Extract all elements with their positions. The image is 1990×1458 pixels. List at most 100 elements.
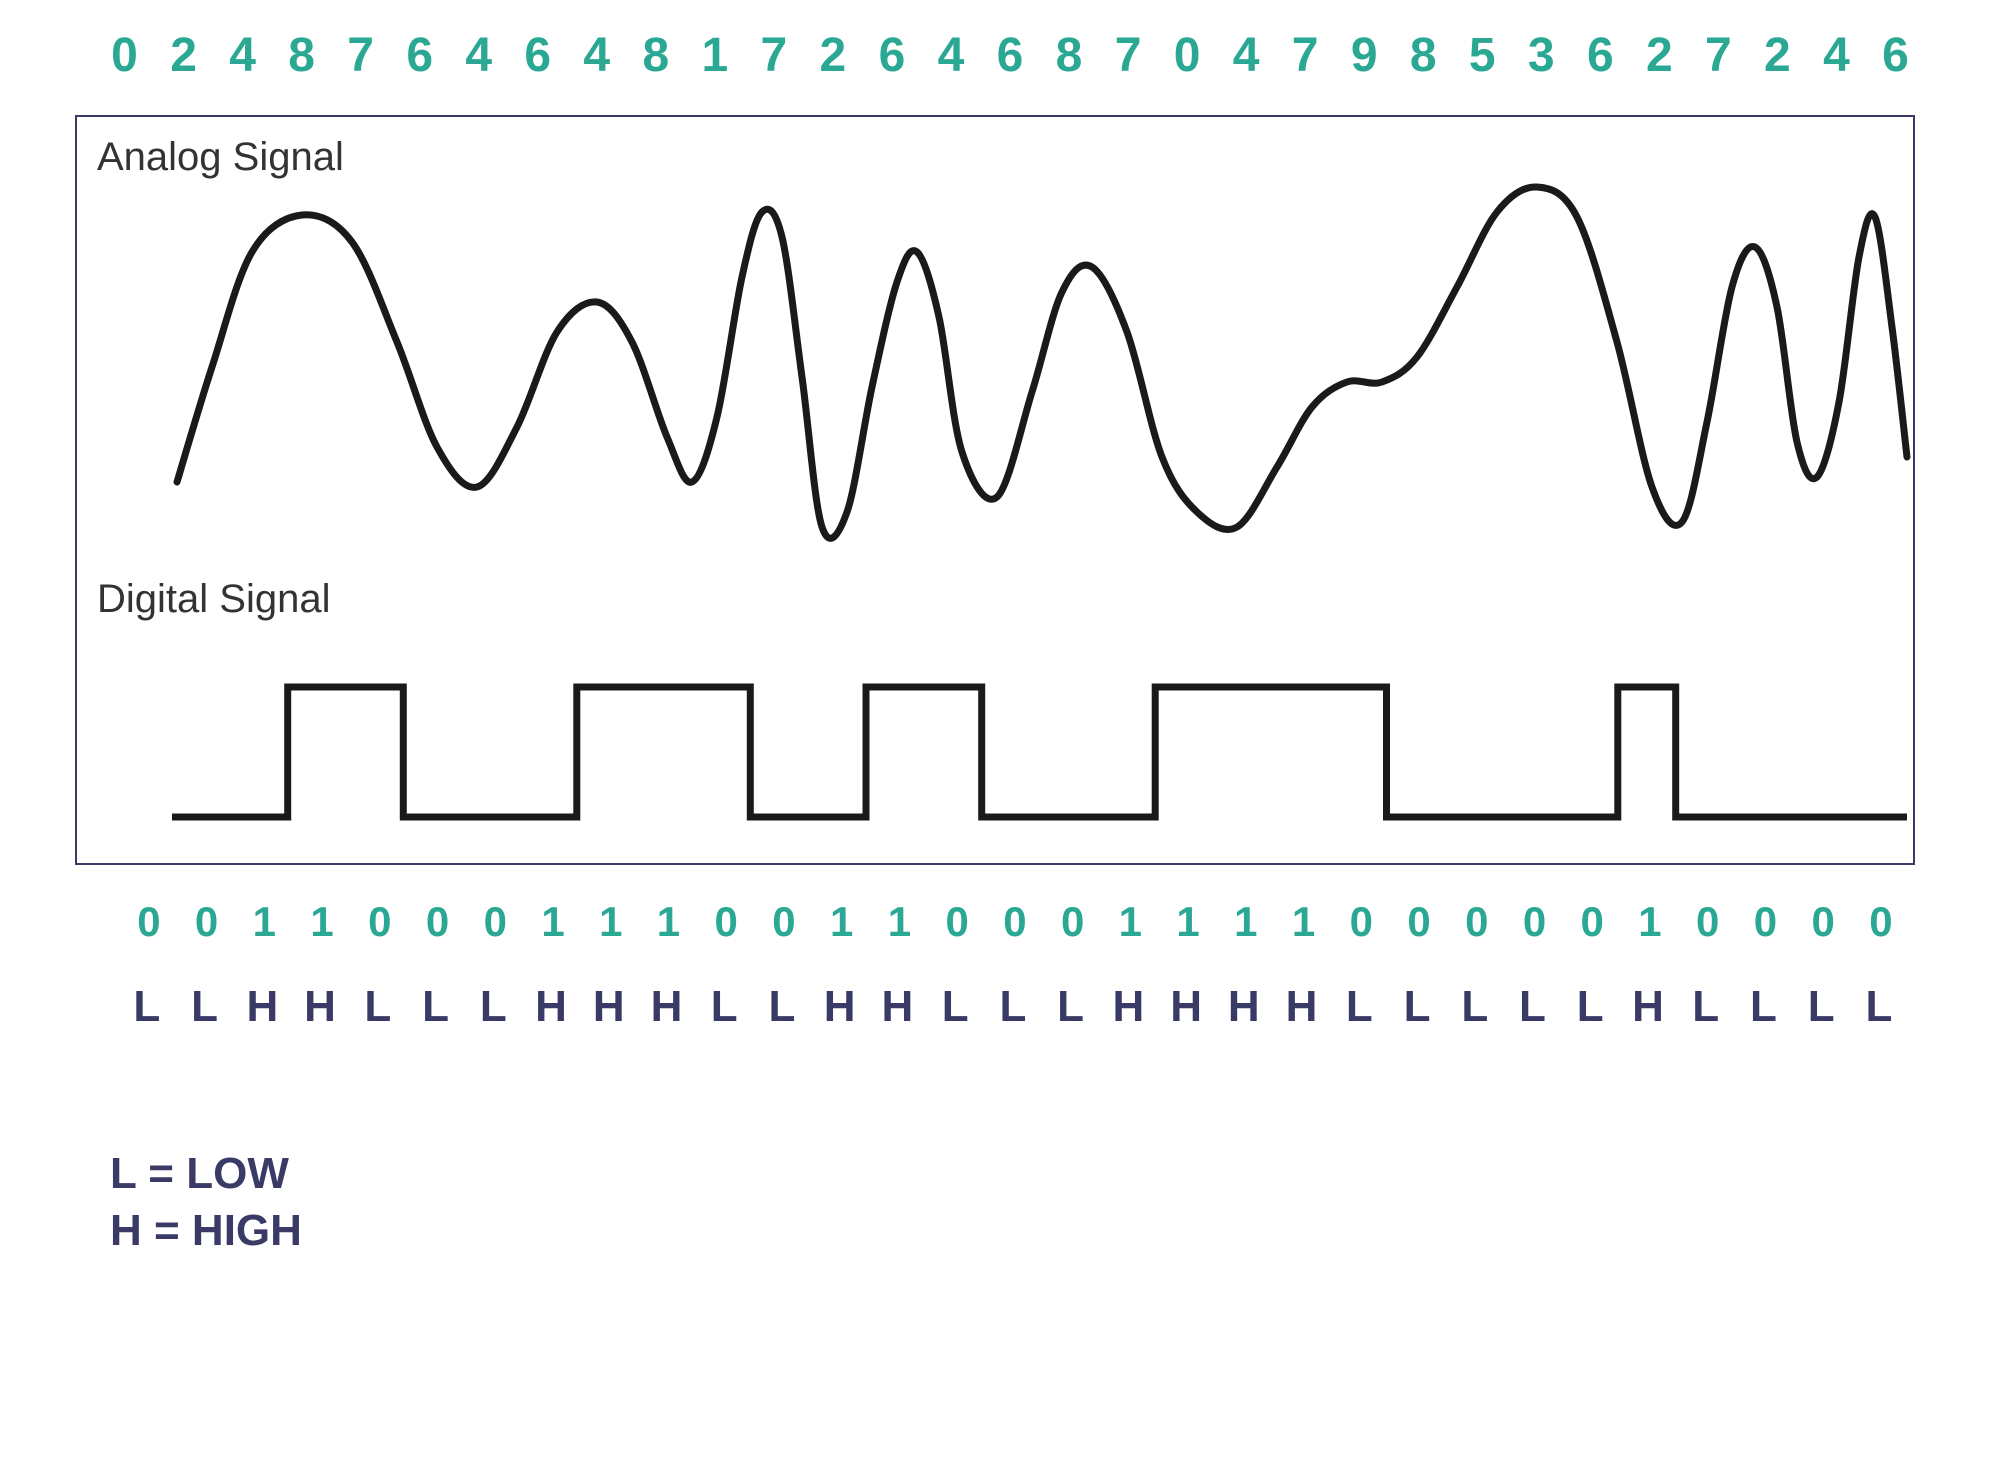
binary-digit: 1 [1101,898,1159,946]
lh-symbol: H [638,982,696,1032]
lh-symbol: L [1561,982,1619,1032]
lh-symbol: H [233,982,291,1032]
binary-digit: 0 [697,898,755,946]
lh-symbol: L [926,982,984,1032]
binary-digit: 0 [351,898,409,946]
top-number: 2 [1748,28,1807,83]
lh-symbol: L [1792,982,1850,1032]
top-number: 5 [1453,28,1512,83]
lh-symbol: L [1850,982,1908,1032]
lh-symbol: L [695,982,753,1032]
binary-digit: 0 [1044,898,1102,946]
binary-digit: 0 [1852,898,1910,946]
lh-symbol: L [1446,982,1504,1032]
binary-digit: 0 [928,898,986,946]
lh-symbol: H [1157,982,1215,1032]
binary-digit: 1 [235,898,293,946]
low-high-row: LLHHLLLHHHLLHHLLLHHHHLLLLLHLLLL [118,982,1908,1032]
lh-symbol: L [1677,982,1735,1032]
lh-symbol: H [580,982,638,1032]
lh-symbol: L [407,982,465,1032]
top-number: 1 [685,28,744,83]
binary-row: 0011000111001100011110000010000 [120,898,1910,946]
analog-waveform [177,187,1907,538]
binary-digit: 0 [178,898,236,946]
binary-digit: 1 [640,898,698,946]
binary-digit: 1 [293,898,351,946]
lh-symbol: H [1099,982,1157,1032]
binary-digit: 0 [1448,898,1506,946]
lh-symbol: H [1619,982,1677,1032]
binary-digit: 1 [1621,898,1679,946]
binary-digit: 0 [120,898,178,946]
binary-digit: 0 [1679,898,1737,946]
signal-panel: Analog Signal Digital Signal [75,115,1915,865]
lh-symbol: L [1735,982,1793,1032]
top-number: 2 [154,28,213,83]
lh-symbol: H [522,982,580,1032]
lh-symbol: H [869,982,927,1032]
binary-digit: 0 [409,898,467,946]
lh-symbol: L [118,982,176,1032]
lh-symbol: H [291,982,349,1032]
binary-digit: 1 [871,898,929,946]
binary-digit: 0 [1390,898,1448,946]
binary-digit: 0 [986,898,1044,946]
top-number: 4 [213,28,272,83]
binary-digit: 1 [1275,898,1333,946]
top-number: 7 [1276,28,1335,83]
lh-symbol: H [1273,982,1331,1032]
binary-digit: 1 [582,898,640,946]
legend-high: H = HIGH [110,1202,302,1259]
top-number: 2 [1630,28,1689,83]
lh-symbol: L [349,982,407,1032]
legend-low: L = LOW [110,1145,302,1202]
top-number: 7 [1099,28,1158,83]
lh-symbol: L [176,982,234,1032]
lh-symbol: H [811,982,869,1032]
top-number: 4 [1217,28,1276,83]
diagram-canvas: 0248764648172646870479853627246 Analog S… [0,0,1990,1458]
signal-plot [77,117,1913,863]
legend: L = LOW H = HIGH [110,1145,302,1259]
top-number: 0 [95,28,154,83]
lh-symbol: L [1388,982,1446,1032]
binary-digit: 0 [1506,898,1564,946]
top-number: 8 [1040,28,1099,83]
lh-symbol: L [1330,982,1388,1032]
top-number: 4 [449,28,508,83]
binary-digit: 0 [1737,898,1795,946]
top-number: 9 [1335,28,1394,83]
lh-symbol: L [1042,982,1100,1032]
top-number: 3 [1512,28,1571,83]
lh-symbol: H [1215,982,1273,1032]
lh-symbol: L [753,982,811,1032]
binary-digit: 0 [755,898,813,946]
top-number: 4 [921,28,980,83]
lh-symbol: L [1504,982,1562,1032]
top-number: 0 [1158,28,1217,83]
top-number: 7 [1689,28,1748,83]
top-number: 4 [1807,28,1866,83]
top-number: 6 [980,28,1039,83]
top-number-row: 0248764648172646870479853627246 [95,28,1925,83]
binary-digit: 0 [1794,898,1852,946]
top-number: 7 [331,28,390,83]
lh-symbol: L [984,982,1042,1032]
binary-digit: 0 [1563,898,1621,946]
binary-digit: 0 [466,898,524,946]
top-number: 7 [744,28,803,83]
binary-digit: 1 [524,898,582,946]
binary-digit: 0 [1332,898,1390,946]
top-number: 2 [803,28,862,83]
binary-digit: 1 [1217,898,1275,946]
top-number: 6 [862,28,921,83]
top-number: 6 [508,28,567,83]
top-number: 4 [567,28,626,83]
binary-digit: 1 [1159,898,1217,946]
top-number: 8 [1394,28,1453,83]
lh-symbol: L [464,982,522,1032]
top-number: 8 [272,28,331,83]
binary-digit: 1 [813,898,871,946]
top-number: 6 [1571,28,1630,83]
